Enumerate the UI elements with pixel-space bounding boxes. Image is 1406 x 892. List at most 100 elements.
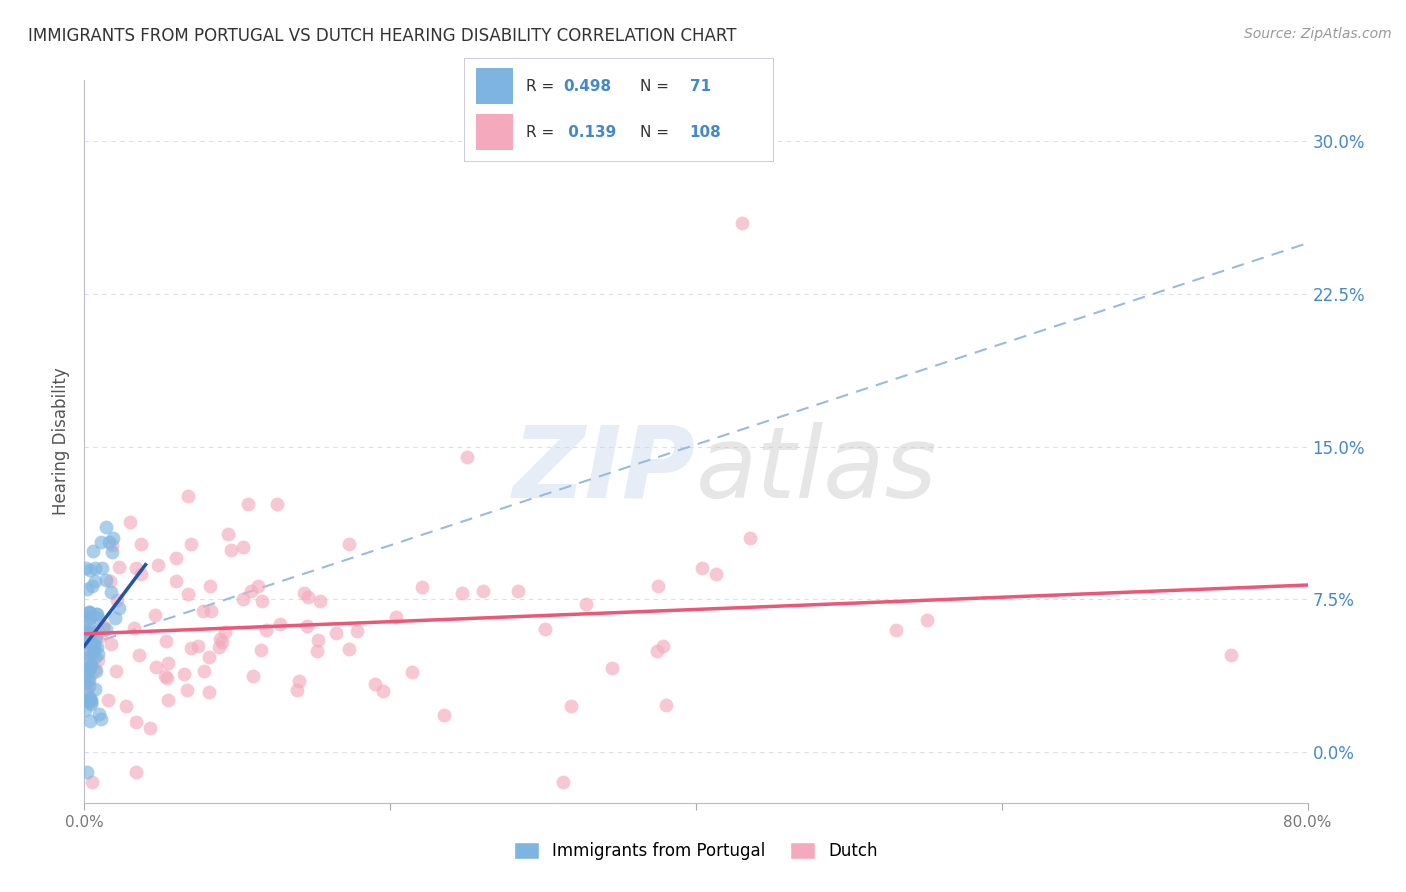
Point [309, 594, 332, 608]
Text: R =: R = [526, 125, 560, 140]
Point [86, 624, 108, 638]
Text: IMMIGRANTS FROM PORTUGAL VS DUTCH HEARING DISABILITY CORRELATION CHART: IMMIGRANTS FROM PORTUGAL VS DUTCH HEARIN… [28, 27, 737, 45]
Point [79, 714, 101, 728]
Point [75, 561, 97, 575]
Point [79, 649, 101, 664]
Point [75, 629, 97, 643]
Point [101, 544, 124, 558]
Point [84, 664, 107, 678]
Y-axis label: Hearing Disability: Hearing Disability [52, 368, 70, 516]
Point [96, 622, 118, 636]
Point [76, 651, 98, 665]
Point [600, 661, 623, 675]
Point [645, 644, 668, 658]
Point [87, 611, 110, 625]
Point [82, 543, 104, 558]
Text: 71: 71 [690, 78, 711, 94]
Point [80, 692, 103, 706]
Point [80, 657, 103, 672]
Point [180, 641, 202, 656]
Point [560, 698, 582, 713]
Point [143, 608, 166, 623]
Point [193, 664, 215, 678]
Point [731, 216, 754, 230]
Point [80, 657, 103, 672]
Point [76, 631, 98, 645]
Point [884, 624, 907, 638]
Point [246, 579, 269, 593]
Point [90, 629, 112, 643]
Point [198, 684, 221, 698]
Point [97, 693, 120, 707]
Point [79, 563, 101, 577]
Point [122, 621, 145, 635]
Point [76, 582, 98, 596]
Point [100, 637, 122, 651]
Point [79, 691, 101, 706]
Point [94, 573, 117, 587]
Point [75, 669, 97, 683]
Point [83, 640, 105, 655]
Point [177, 489, 200, 503]
Point [83, 649, 105, 664]
Point [84, 630, 107, 644]
Point [250, 643, 273, 657]
Point [534, 622, 557, 636]
Point [254, 623, 277, 637]
Point [100, 538, 122, 552]
Point [75, 676, 97, 690]
Point [83, 681, 105, 696]
Point [80, 695, 103, 709]
Point [337, 641, 360, 656]
Point [84, 607, 107, 621]
Point [79, 606, 101, 620]
Point [100, 585, 122, 599]
Point [79, 673, 101, 688]
Text: N =: N = [640, 125, 673, 140]
Point [401, 665, 423, 680]
Point [76, 764, 98, 779]
Point [297, 619, 319, 633]
Point [76, 683, 98, 698]
Point [77, 679, 100, 693]
Point [208, 632, 231, 647]
Point [75, 646, 97, 660]
Point [79, 625, 101, 640]
Point [79, 662, 101, 676]
Point [165, 574, 187, 589]
Point [84, 560, 107, 574]
Point [77, 690, 100, 705]
Point [433, 707, 456, 722]
Point [77, 694, 100, 708]
Point [551, 775, 574, 789]
Text: atlas: atlas [696, 422, 938, 519]
Point [79, 659, 101, 673]
Point [157, 656, 180, 670]
Point [77, 605, 100, 619]
Point [87, 647, 110, 661]
Point [214, 625, 236, 640]
Point [191, 604, 214, 618]
Bar [477, 114, 513, 150]
Text: 0.139: 0.139 [562, 125, 616, 140]
Point [385, 610, 408, 624]
Point [232, 592, 254, 607]
Point [115, 698, 138, 713]
Point [75, 629, 97, 643]
Point [148, 558, 170, 572]
Point [101, 531, 124, 545]
Point [211, 635, 233, 649]
Point [325, 626, 347, 640]
Point [647, 579, 669, 593]
Point [471, 584, 494, 599]
Point [83, 574, 105, 588]
Point [292, 586, 315, 600]
Point [118, 515, 141, 529]
Point [128, 648, 150, 662]
Point [125, 765, 148, 780]
Point [297, 590, 319, 604]
Point [346, 624, 368, 638]
Point [77, 662, 100, 676]
Point [76, 673, 98, 688]
Point [156, 693, 179, 707]
